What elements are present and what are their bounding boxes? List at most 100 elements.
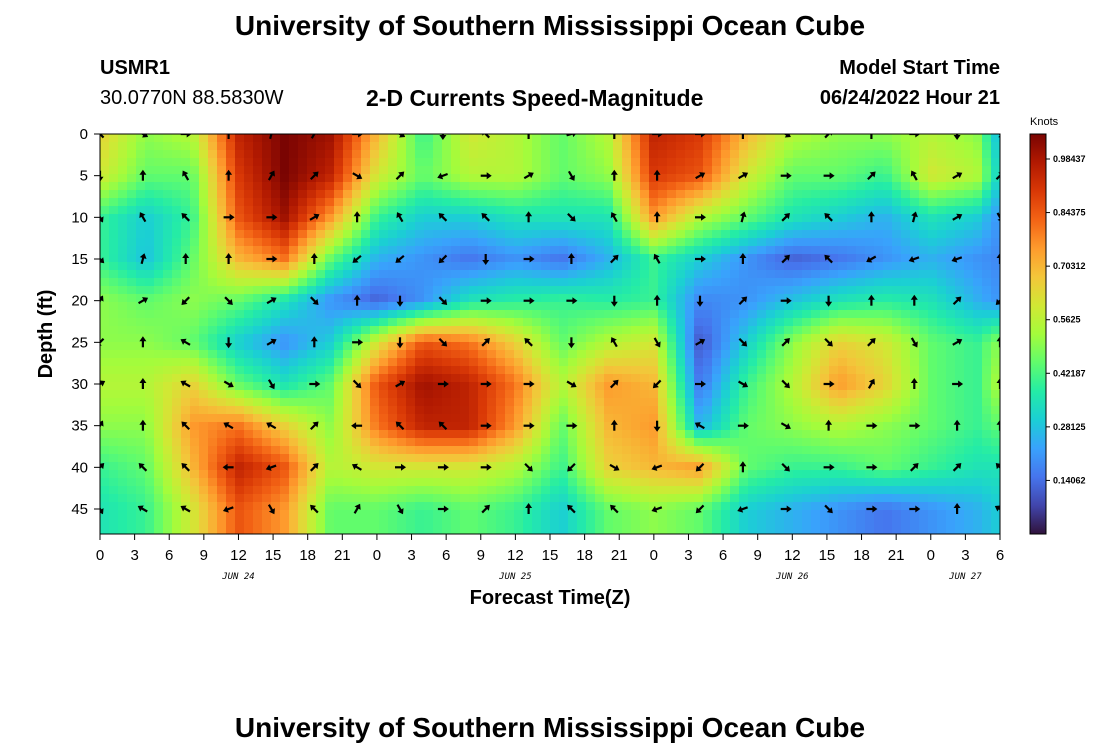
heatmap-cell: [235, 510, 245, 519]
heatmap-cell: [109, 254, 119, 263]
heatmap-cell: [532, 398, 542, 407]
heatmap-cell: [424, 286, 434, 295]
heatmap-cell: [298, 262, 308, 271]
heatmap-cell: [937, 446, 947, 455]
heatmap-cell: [370, 382, 380, 391]
heatmap-cell: [298, 526, 308, 534]
heatmap-cell: [667, 390, 677, 399]
heatmap-cell: [883, 158, 893, 167]
heatmap-cell: [856, 166, 866, 175]
heatmap-cell: [226, 262, 236, 271]
heatmap-cell: [379, 350, 389, 359]
heatmap-cell: [181, 454, 191, 463]
heatmap-cell: [955, 262, 965, 271]
heatmap-cell: [514, 494, 524, 503]
heatmap-cell: [253, 166, 263, 175]
heatmap-cell: [757, 278, 767, 287]
heatmap-cell: [262, 430, 272, 439]
heatmap-cell: [514, 174, 524, 183]
heatmap-cell: [343, 318, 353, 327]
heatmap-cell: [937, 142, 947, 151]
heatmap-cell: [658, 526, 668, 534]
heatmap-cell: [892, 462, 902, 471]
heatmap-cell: [811, 174, 821, 183]
heatmap-cell: [892, 446, 902, 455]
heatmap-cell: [685, 438, 695, 447]
heatmap-cell: [694, 430, 704, 439]
heatmap-cell: [649, 174, 659, 183]
heatmap-cell: [595, 222, 605, 231]
heatmap-cell: [163, 134, 173, 143]
heatmap-cell: [271, 366, 281, 375]
heatmap-cell: [163, 238, 173, 247]
heatmap-cell: [199, 302, 209, 311]
heatmap-cell: [811, 262, 821, 271]
heatmap-cell: [334, 142, 344, 151]
heatmap-cell: [325, 470, 335, 479]
heatmap-cell: [181, 238, 191, 247]
heatmap-cell: [676, 470, 686, 479]
heatmap-cell: [577, 302, 587, 311]
heatmap-cell: [496, 382, 506, 391]
heatmap-cell: [109, 262, 119, 271]
heatmap-cell: [181, 150, 191, 159]
heatmap-cell: [253, 470, 263, 479]
heatmap-cell: [199, 190, 209, 199]
heatmap-cell: [541, 214, 551, 223]
heatmap-cell: [946, 438, 956, 447]
heatmap-cell: [631, 270, 641, 279]
heatmap-cell: [694, 398, 704, 407]
heatmap-cell: [766, 294, 776, 303]
heatmap-cell: [604, 350, 614, 359]
heatmap-cell: [127, 206, 137, 215]
heatmap-cell: [406, 414, 416, 423]
heatmap-cell: [541, 510, 551, 519]
heatmap-cell: [550, 158, 560, 167]
heatmap-cell: [478, 310, 488, 319]
heatmap-cell: [100, 430, 110, 439]
heatmap-cell: [280, 158, 290, 167]
heatmap-cell: [730, 278, 740, 287]
heatmap-cell: [460, 270, 470, 279]
heatmap-cell: [793, 262, 803, 271]
heatmap-cell: [190, 302, 200, 311]
heatmap-cell: [694, 510, 704, 519]
heatmap-cell: [271, 278, 281, 287]
heatmap-cell: [415, 158, 425, 167]
heatmap-cell: [181, 438, 191, 447]
heatmap-cell: [325, 158, 335, 167]
heatmap-cell: [469, 342, 479, 351]
heatmap-cell: [559, 462, 569, 471]
heatmap-cell: [658, 294, 668, 303]
heatmap-cell: [793, 222, 803, 231]
heatmap-cell: [451, 166, 461, 175]
heatmap-cell: [208, 270, 218, 279]
heatmap-cell: [739, 286, 749, 295]
heatmap-cell: [307, 150, 317, 159]
heatmap-cell: [685, 198, 695, 207]
heatmap-cell: [901, 374, 911, 383]
heatmap-cell: [856, 518, 866, 527]
heatmap-cell: [253, 318, 263, 327]
heatmap-cell: [883, 334, 893, 343]
heatmap-cell: [316, 214, 326, 223]
heatmap-cell: [550, 462, 560, 471]
heatmap-cell: [100, 222, 110, 231]
heatmap-cell: [991, 294, 1000, 303]
heatmap-cell: [649, 334, 659, 343]
heatmap-cell: [883, 406, 893, 415]
heatmap-cell: [595, 518, 605, 527]
heatmap-cell: [973, 222, 983, 231]
heatmap-cell: [496, 510, 506, 519]
heatmap-cell: [775, 454, 785, 463]
heatmap-cell: [181, 206, 191, 215]
heatmap-cell: [712, 278, 722, 287]
heatmap-cell: [892, 142, 902, 151]
heatmap-cell: [370, 270, 380, 279]
heatmap-cell: [190, 414, 200, 423]
heatmap-cell: [244, 150, 254, 159]
heatmap-cell: [190, 246, 200, 255]
heatmap-cell: [658, 422, 668, 431]
heatmap-cell: [748, 390, 758, 399]
heatmap-cell: [100, 382, 110, 391]
